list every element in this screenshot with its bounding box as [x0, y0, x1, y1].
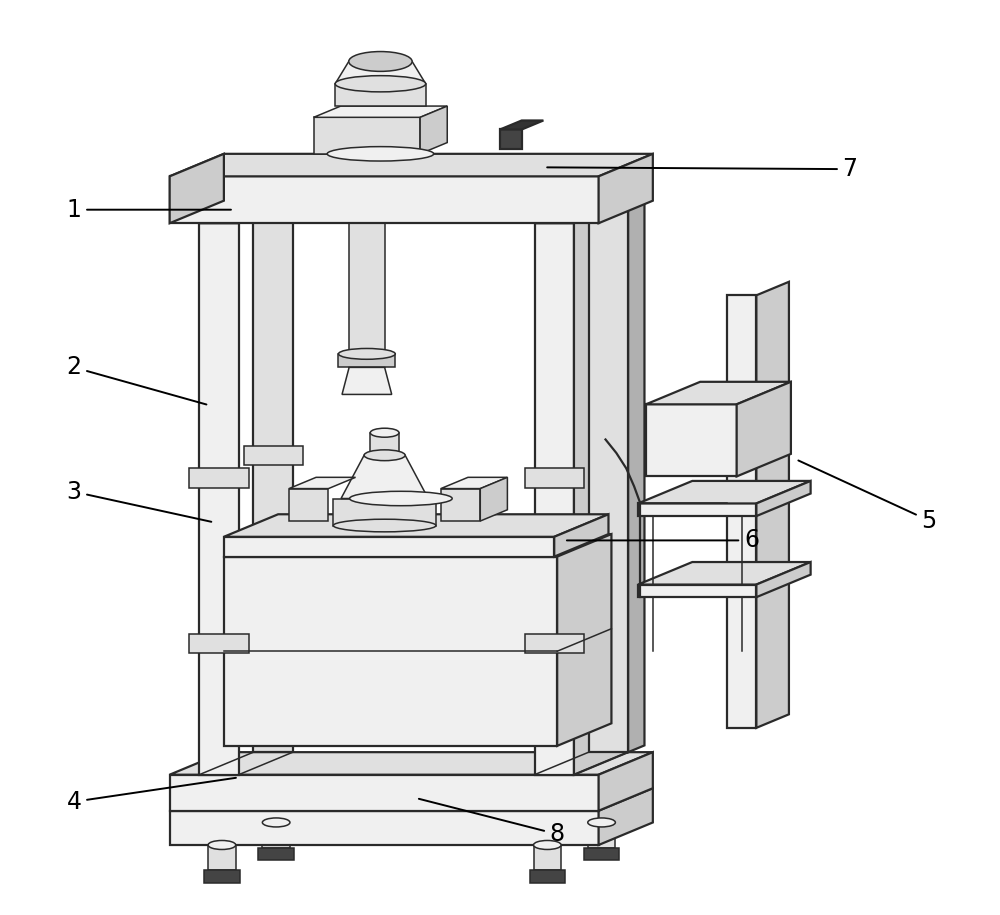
Polygon shape	[253, 200, 293, 752]
Polygon shape	[289, 489, 328, 521]
Polygon shape	[262, 823, 290, 847]
Polygon shape	[335, 84, 426, 106]
Polygon shape	[480, 478, 507, 521]
Polygon shape	[535, 223, 574, 775]
Polygon shape	[244, 611, 303, 630]
Polygon shape	[500, 130, 522, 149]
Polygon shape	[500, 121, 543, 130]
Polygon shape	[333, 499, 436, 525]
Polygon shape	[599, 752, 653, 811]
Polygon shape	[170, 752, 653, 775]
Text: 1: 1	[67, 198, 231, 221]
Text: 4: 4	[66, 778, 236, 813]
Ellipse shape	[370, 428, 399, 437]
Polygon shape	[224, 537, 554, 556]
Ellipse shape	[349, 51, 412, 71]
Polygon shape	[170, 154, 653, 177]
Ellipse shape	[534, 841, 561, 849]
Polygon shape	[258, 847, 294, 860]
Polygon shape	[335, 61, 426, 84]
Text: 6: 6	[567, 528, 759, 553]
Polygon shape	[646, 404, 737, 477]
Ellipse shape	[338, 349, 395, 360]
Polygon shape	[599, 788, 653, 845]
Polygon shape	[338, 354, 395, 368]
Polygon shape	[341, 456, 428, 499]
Polygon shape	[638, 562, 811, 585]
Polygon shape	[646, 382, 791, 404]
Polygon shape	[588, 823, 615, 847]
Text: 8: 8	[419, 799, 565, 846]
Polygon shape	[535, 200, 628, 223]
Polygon shape	[199, 223, 239, 775]
Polygon shape	[756, 481, 811, 516]
Polygon shape	[342, 368, 392, 394]
Polygon shape	[579, 446, 638, 466]
Ellipse shape	[364, 450, 405, 460]
Polygon shape	[727, 296, 756, 727]
Polygon shape	[525, 633, 584, 653]
Polygon shape	[530, 870, 565, 883]
Polygon shape	[441, 489, 480, 521]
Ellipse shape	[335, 76, 426, 92]
Ellipse shape	[262, 818, 290, 827]
Polygon shape	[554, 514, 608, 556]
Polygon shape	[584, 847, 619, 860]
Polygon shape	[314, 117, 420, 154]
Polygon shape	[737, 382, 791, 477]
Polygon shape	[574, 200, 628, 775]
Ellipse shape	[327, 146, 434, 161]
Ellipse shape	[333, 519, 436, 532]
Polygon shape	[441, 478, 507, 489]
Polygon shape	[170, 788, 653, 811]
Text: 3: 3	[66, 479, 211, 522]
Polygon shape	[534, 845, 561, 870]
Polygon shape	[170, 177, 599, 223]
Polygon shape	[756, 282, 789, 727]
Polygon shape	[189, 468, 249, 488]
Polygon shape	[204, 870, 240, 883]
Polygon shape	[224, 534, 611, 556]
Polygon shape	[244, 446, 303, 466]
Polygon shape	[420, 106, 447, 154]
Polygon shape	[579, 611, 638, 630]
Polygon shape	[638, 481, 811, 503]
Polygon shape	[370, 433, 399, 456]
Polygon shape	[638, 503, 756, 516]
Polygon shape	[170, 811, 599, 845]
Polygon shape	[224, 556, 557, 746]
Polygon shape	[756, 562, 811, 597]
Polygon shape	[589, 200, 628, 752]
Polygon shape	[189, 633, 249, 653]
Ellipse shape	[350, 491, 452, 506]
Text: 7: 7	[547, 157, 858, 181]
Polygon shape	[170, 775, 599, 811]
Polygon shape	[199, 200, 293, 223]
Polygon shape	[638, 585, 756, 597]
Polygon shape	[289, 478, 356, 489]
Polygon shape	[557, 534, 611, 746]
Polygon shape	[224, 514, 608, 537]
Polygon shape	[314, 106, 447, 117]
Polygon shape	[628, 194, 644, 752]
Ellipse shape	[208, 841, 236, 849]
Polygon shape	[525, 468, 584, 488]
Polygon shape	[170, 154, 224, 223]
Polygon shape	[599, 154, 653, 223]
Polygon shape	[208, 845, 236, 870]
Text: 2: 2	[66, 355, 206, 404]
Ellipse shape	[588, 818, 615, 827]
Text: 5: 5	[798, 460, 937, 533]
Polygon shape	[349, 223, 385, 368]
